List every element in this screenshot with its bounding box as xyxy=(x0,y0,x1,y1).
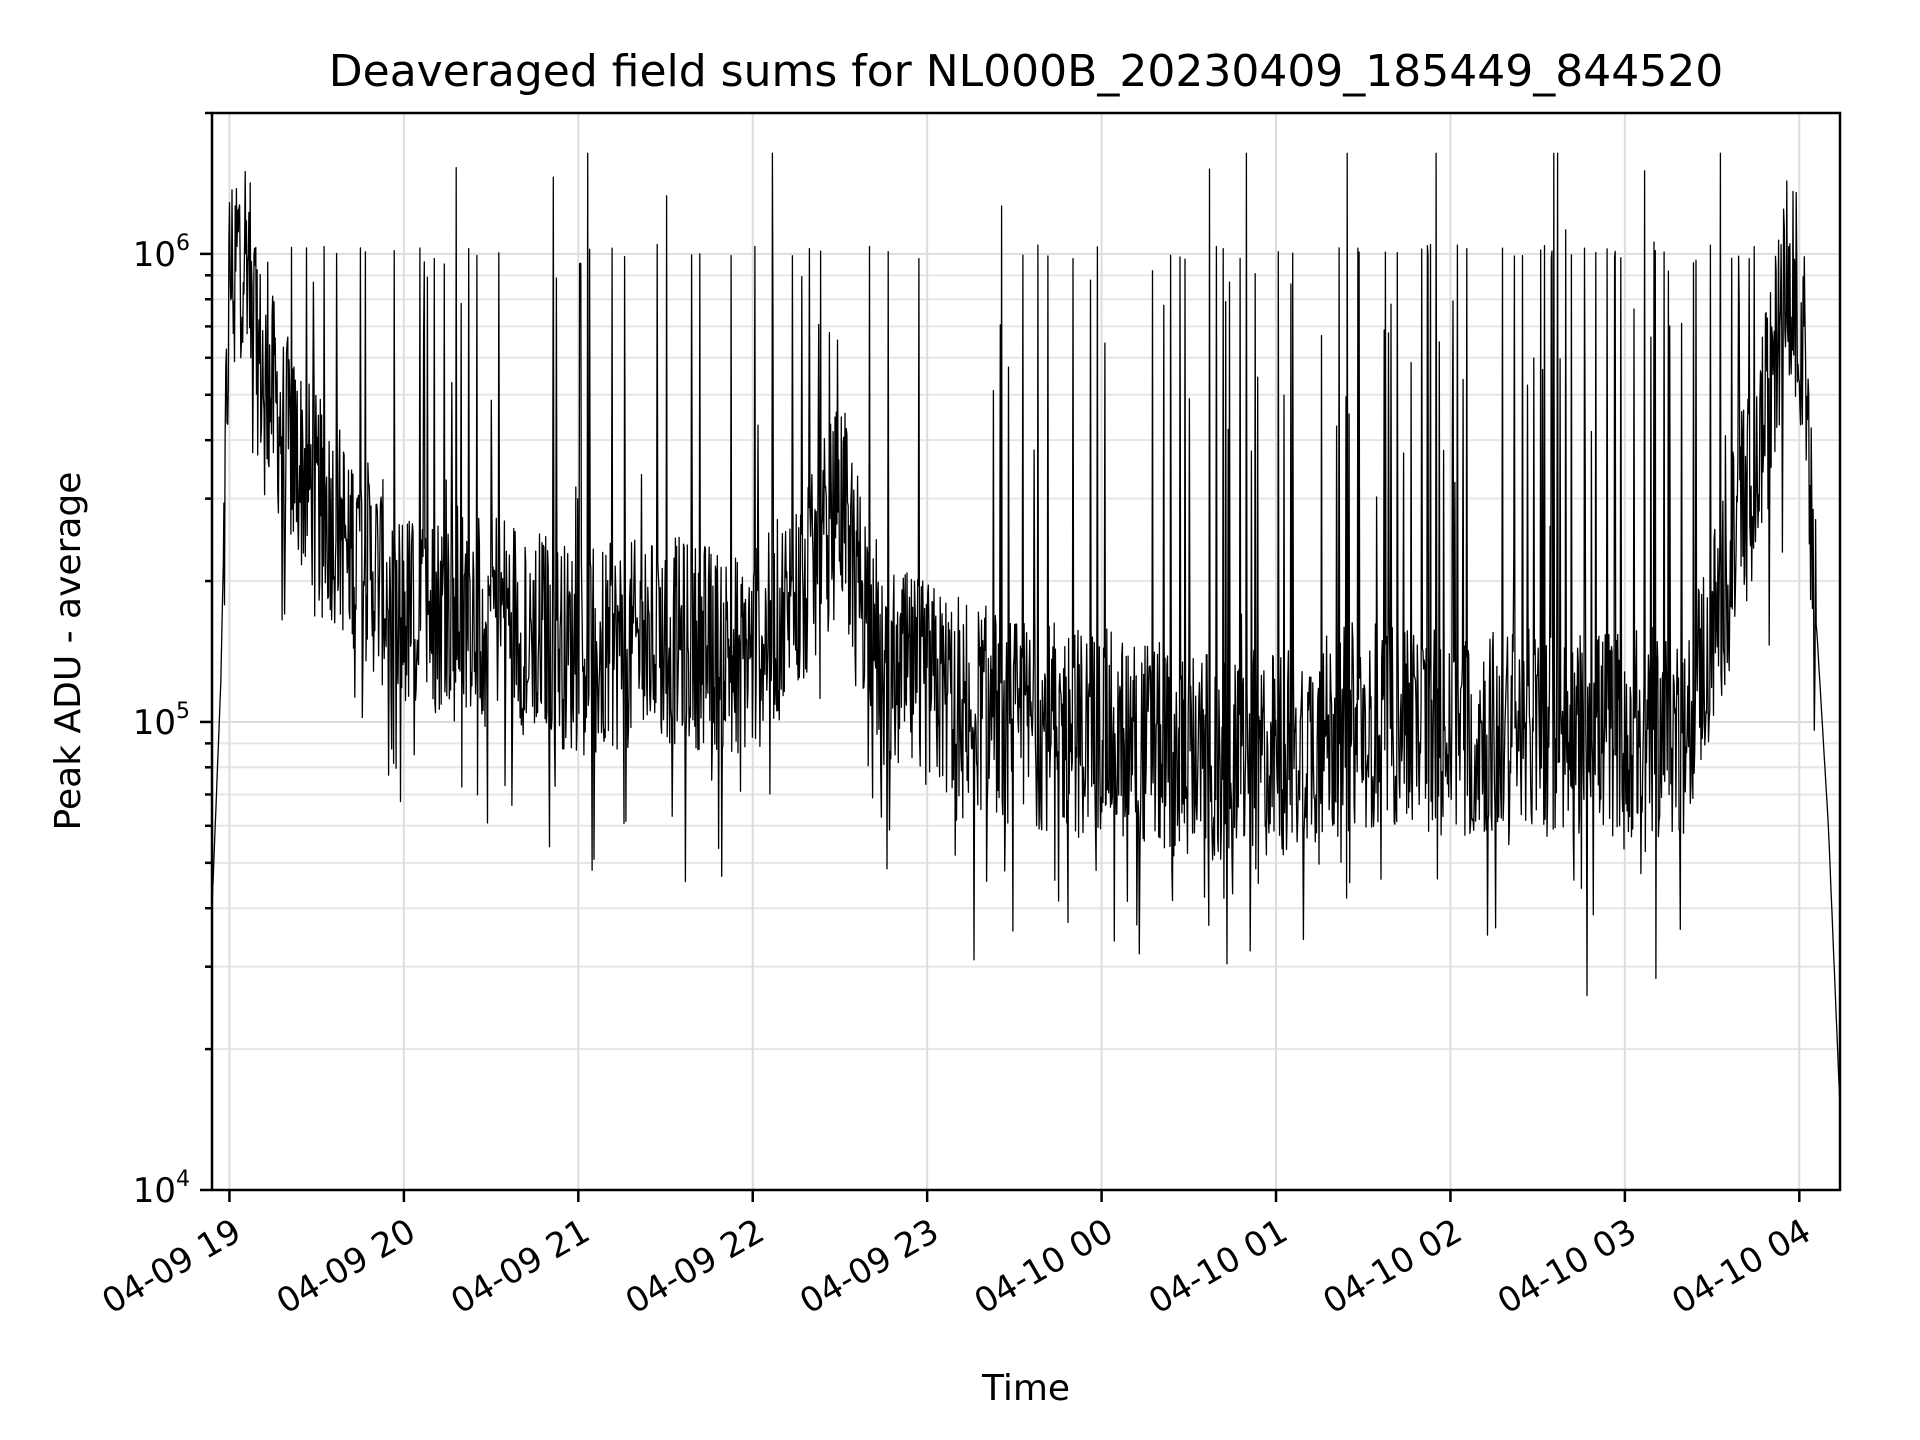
y-axis-label: Peak ADU - average xyxy=(48,472,89,831)
y-tick-label: 104 xyxy=(133,1167,190,1211)
x-tick-label: 04-10 00 xyxy=(968,1211,1120,1322)
y-tick-label: 105 xyxy=(133,699,190,743)
x-tick-label: 04-10 02 xyxy=(1317,1211,1469,1322)
plot-frame xyxy=(210,111,1842,1192)
x-tick-label: 04-09 21 xyxy=(444,1211,596,1322)
chart-title: Deaveraged field sums for NL000B_2023040… xyxy=(329,46,1723,97)
x-tick-label: 04-09 19 xyxy=(96,1211,248,1322)
x-tick-label: 04-10 01 xyxy=(1142,1211,1294,1322)
x-tick-label: 04-10 03 xyxy=(1491,1211,1643,1322)
x-tick-label: 04-09 20 xyxy=(270,1211,422,1322)
x-tick-label: 04-10 04 xyxy=(1665,1211,1817,1322)
y-tick-label: 106 xyxy=(133,231,190,275)
x-axis-label: Time xyxy=(981,1368,1070,1409)
x-tick-label: 04-09 22 xyxy=(619,1211,771,1322)
series-line xyxy=(211,152,1841,1108)
x-tick-label: 04-09 23 xyxy=(793,1211,945,1322)
